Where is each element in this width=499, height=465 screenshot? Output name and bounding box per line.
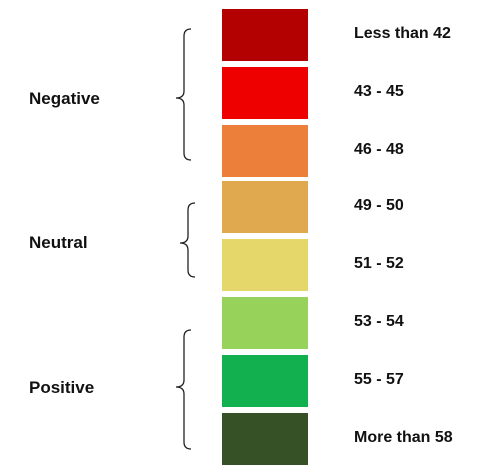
color-swatch-7 [222, 355, 308, 407]
range-label-4: 49 - 50 [354, 197, 404, 214]
range-label-3: 46 - 48 [354, 141, 404, 158]
color-swatch-1 [222, 9, 308, 61]
color-swatch-6 [222, 297, 308, 349]
range-label-8: More than 58 [354, 429, 453, 446]
positive-bracket [175, 329, 192, 450]
group-label-neutral: Neutral [29, 233, 88, 252]
range-label-1: Less than 42 [354, 25, 451, 42]
negative-bracket [175, 28, 192, 161]
range-label-2: 43 - 45 [354, 83, 404, 100]
color-swatch-4 [222, 181, 308, 233]
color-swatch-8 [222, 413, 308, 465]
color-swatch-2 [222, 67, 308, 119]
color-swatch-3 [222, 125, 308, 177]
group-label-positive: Positive [29, 378, 95, 397]
color-swatch-5 [222, 239, 308, 291]
group-label-negative: Negative [29, 89, 100, 108]
neutral-bracket [179, 202, 196, 278]
range-label-7: 55 - 57 [354, 371, 404, 388]
range-label-6: 53 - 54 [354, 313, 404, 330]
range-label-5: 51 - 52 [354, 255, 404, 272]
